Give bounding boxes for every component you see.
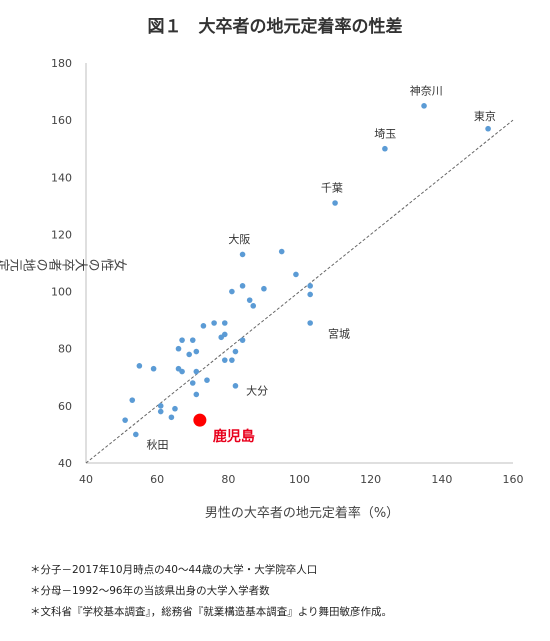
data-point (193, 391, 200, 398)
point-annotation: 秋田 (146, 438, 168, 452)
data-point (307, 291, 313, 298)
highlight-label: 鹿児島 (212, 428, 255, 445)
data-point (229, 357, 235, 363)
x-tick-label: 140 (431, 473, 452, 486)
data-point (421, 103, 427, 109)
note-source: ＊文科省『学校基本調査』，総務省『就業構造基本調査』より舞田敏彦作成。 (30, 606, 393, 618)
data-point (239, 251, 246, 258)
data-point (293, 271, 299, 278)
data-points (122, 103, 491, 438)
data-point (179, 337, 185, 343)
data-point (168, 414, 175, 421)
x-tick-label: 60 (150, 473, 164, 486)
data-point (278, 248, 285, 255)
y-tick-label: 180 (51, 57, 72, 70)
reference-line (85, 119, 514, 464)
y-tick-label: 100 (51, 286, 72, 299)
chart-title: 図１ 大卒者の地元定着率の性差 (148, 16, 403, 37)
scatter-chart: 図１ 大卒者の地元定着率の性差 40 60 80 100 120 140 160 40 60 80… (0, 16, 524, 521)
point-annotation: 東京 (474, 109, 496, 123)
data-point (122, 417, 128, 423)
data-point (239, 283, 246, 289)
data-point (221, 357, 228, 363)
note-numerator: ＊分子－2017年10月時点の40～44歳の大学・大学院卒人口 (30, 564, 318, 576)
x-tick-label: 80 (221, 473, 235, 486)
data-point (193, 348, 200, 355)
note-denominator: ＊分母－1992～96年の当該県出身の大学入学者数 (30, 585, 270, 597)
point-annotation: 千葉 (321, 181, 343, 195)
y-tick-label: 120 (51, 228, 72, 241)
point-annotation: 大阪 (228, 232, 250, 246)
data-point (150, 365, 157, 372)
data-point (307, 320, 313, 326)
y-tick-label: 160 (51, 114, 72, 127)
data-point (193, 368, 200, 375)
tick-labels: 40 60 80 100 120 140 160 40 60 80 100 120 140 160 180 (51, 57, 524, 486)
notes: ＊分子－2017年10月時点の40～44歳の大学・大学院卒人口 ＊分母－1992… (30, 560, 545, 623)
data-point (157, 403, 164, 409)
plot-frame (85, 63, 513, 464)
data-point (204, 377, 210, 383)
data-point (133, 431, 139, 438)
data-point (179, 368, 185, 375)
x-tick-label: 160 (503, 473, 524, 486)
point-annotation: 神奈川 (410, 83, 443, 97)
data-point (232, 348, 239, 355)
x-tick-label: 100 (289, 473, 310, 486)
data-point (175, 345, 182, 352)
data-point (211, 320, 217, 326)
y-axis-label: 女性の大卒者の地元定着率（%） (0, 256, 128, 272)
data-point (307, 283, 313, 289)
data-point (232, 383, 239, 389)
y-tick-label: 140 (51, 171, 72, 184)
data-point (382, 145, 388, 152)
highlight-point (193, 413, 207, 427)
data-point (172, 405, 178, 412)
data-point (221, 320, 228, 326)
data-point (136, 363, 143, 369)
data-point (200, 323, 207, 329)
svg-text:女性の大卒者の地元定着率（%）: 女性の大卒者の地元定着率（%） (0, 256, 128, 272)
data-point (189, 337, 196, 343)
point-annotation: 大分 (246, 383, 268, 397)
data-point (221, 331, 228, 338)
y-tick-label: 40 (58, 457, 72, 470)
x-axis-label: 男性の大卒者の地元定着率（%） (205, 505, 399, 521)
data-point (250, 303, 257, 309)
point-annotation: 埼玉 (374, 126, 396, 140)
y-tick-label: 60 (58, 400, 72, 413)
data-point (229, 288, 235, 295)
data-point (189, 380, 196, 386)
x-tick-label: 40 (79, 473, 93, 486)
data-point (157, 408, 164, 415)
y-tick-label: 80 (58, 343, 72, 356)
data-point (261, 285, 267, 292)
data-point (186, 351, 192, 358)
point-annotation: 宮城 (328, 326, 350, 340)
data-point (129, 397, 136, 403)
data-point (246, 297, 253, 303)
data-point (332, 200, 338, 206)
data-point (239, 337, 246, 343)
data-point (485, 125, 491, 132)
x-tick-label: 120 (360, 473, 381, 486)
reference-diagonal (85, 119, 514, 464)
